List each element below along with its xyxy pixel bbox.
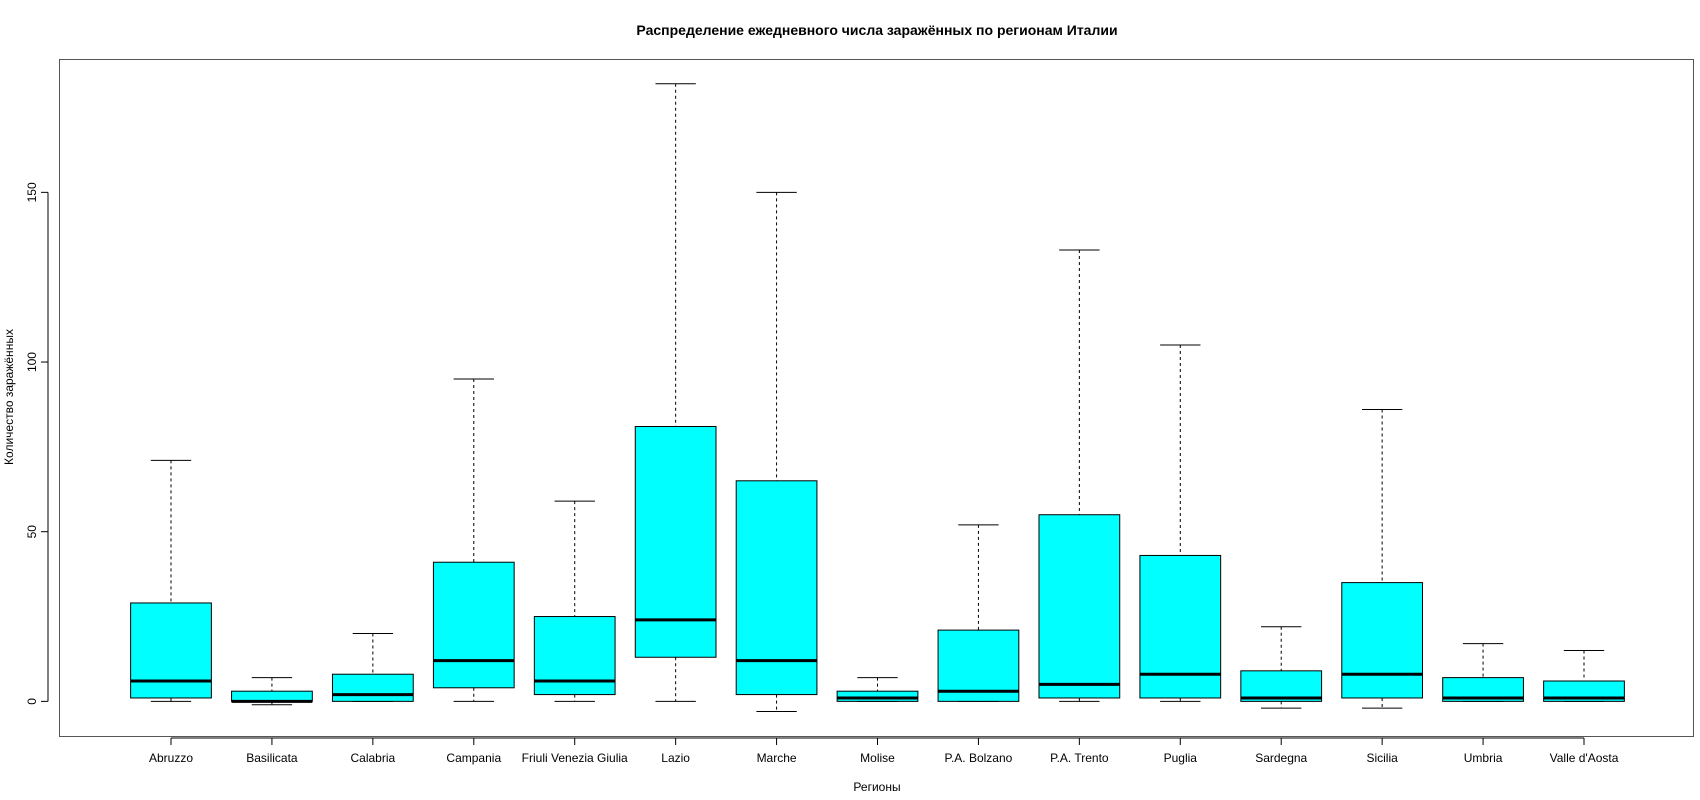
chart-title: Распределение ежедневного числа заражённ… bbox=[636, 22, 1117, 38]
x-tick-label: Basilicata bbox=[246, 751, 298, 765]
x-tick-label: Puglia bbox=[1164, 751, 1198, 765]
iqr-box bbox=[634, 425, 717, 658]
iqr-box bbox=[1442, 677, 1524, 702]
x-tick-label: Calabria bbox=[351, 751, 396, 765]
y-tick-label: 150 bbox=[25, 182, 39, 202]
iqr-box bbox=[1543, 680, 1625, 702]
x-axis-label: Регионы bbox=[853, 780, 900, 794]
x-tick-label: Campania bbox=[446, 751, 501, 765]
x-tick-label: Sardegna bbox=[1255, 751, 1307, 765]
iqr-box bbox=[937, 629, 1020, 702]
iqr-box bbox=[735, 480, 818, 696]
iqr-box bbox=[130, 602, 212, 699]
box-molise bbox=[836, 677, 919, 702]
x-tick-label: Sicilia bbox=[1366, 751, 1398, 765]
iqr-box bbox=[432, 561, 515, 689]
x-tick-label: Friuli Venezia Giulia bbox=[522, 751, 628, 765]
box-campania bbox=[432, 378, 515, 702]
y-tick-label: 0 bbox=[25, 698, 39, 705]
box-umbria bbox=[1442, 643, 1524, 702]
x-axis: Abruzzo Basilicata Calabria Campania Friuli … bbox=[149, 737, 1619, 765]
box-basilicata bbox=[231, 677, 313, 706]
iqr-box bbox=[1240, 670, 1323, 702]
box-abruzzo bbox=[130, 459, 212, 702]
y-axis-label: Количество заражённых bbox=[2, 329, 16, 465]
y-tick-label: 100 bbox=[25, 352, 39, 372]
box-p-a-trento bbox=[1038, 249, 1121, 702]
x-tick-label: Abruzzo bbox=[149, 751, 193, 765]
box-valle-d-aosta bbox=[1543, 649, 1625, 702]
box-p-a-bolzano bbox=[937, 524, 1020, 702]
box-marche bbox=[735, 191, 818, 713]
y-tick-label: 50 bbox=[25, 525, 39, 539]
iqr-box bbox=[231, 690, 313, 702]
plot-frame bbox=[59, 59, 1694, 737]
x-tick-label: P.A. Trento bbox=[1050, 751, 1109, 765]
iqr-box bbox=[1038, 514, 1121, 699]
boxes-group bbox=[130, 83, 1625, 713]
x-tick-label: Molise bbox=[860, 751, 895, 765]
iqr-box bbox=[533, 616, 616, 696]
box-puglia bbox=[1139, 344, 1222, 702]
box-sicilia bbox=[1341, 409, 1424, 709]
x-tick-label: Valle d'Aosta bbox=[1550, 751, 1619, 765]
x-tick-label: Lazio bbox=[661, 751, 690, 765]
box-calabria bbox=[331, 632, 414, 702]
iqr-box bbox=[331, 673, 414, 702]
iqr-box bbox=[1139, 554, 1222, 699]
x-tick-label: Umbria bbox=[1464, 751, 1503, 765]
x-tick-label: P.A. Bolzano bbox=[945, 751, 1013, 765]
box-lazio bbox=[634, 83, 717, 702]
box-friuli-venezia-giulia bbox=[533, 500, 616, 702]
iqr-box bbox=[836, 690, 919, 702]
x-tick-label: Marche bbox=[757, 751, 797, 765]
y-axis: 0 50 100 150 bbox=[25, 182, 49, 705]
iqr-box bbox=[1341, 582, 1424, 699]
box-sardegna bbox=[1240, 626, 1323, 709]
